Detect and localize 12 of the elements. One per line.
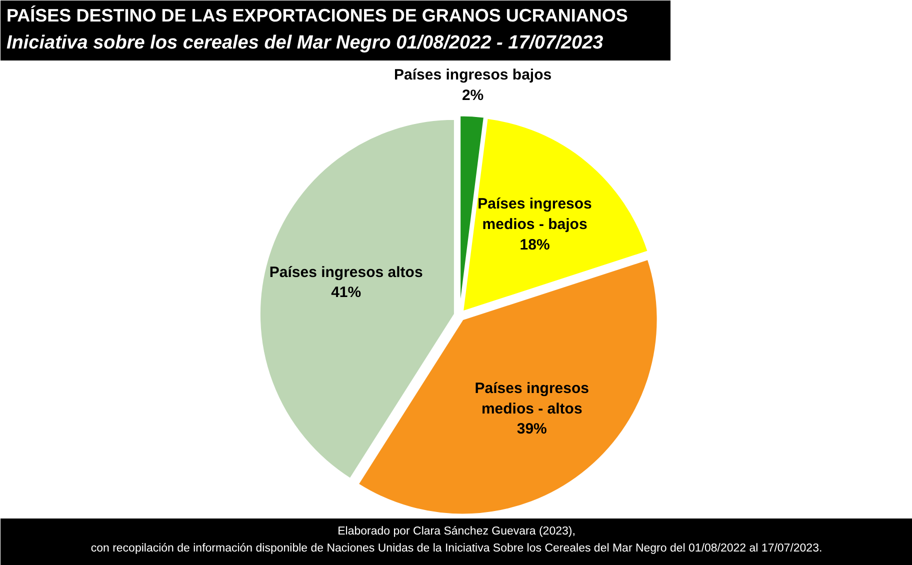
data-label: 2% [462,86,484,104]
text: con recopilación de información disponible de Naciones Unidas de la Iniciativa Sobre los Cereales del Mar Negro del 01/08/2022 al 17/07/2023. [90,542,822,554]
data-label: 39% [516,420,547,438]
slice-label: Países ingresos medios - altos [474,380,590,418]
data-label: 41% [331,284,362,302]
slice-label: Países ingresos medios - bajos [478,196,592,233]
slice-label: Países ingresos bajos [394,66,552,84]
chart-subtitle: Iniciativa sobre los cereales del Mar Negro 01/08/2022 - 17/07/2023 [6,32,604,54]
chart-title: PAÍSES DESTINO DE LAS EXPORTACIONES DE GRANOS UCRANIANOS [6,6,628,26]
data-label: 18% [520,236,550,254]
slice-label: Países ingresos altos [269,264,423,281]
text: Elaborado por Clara Sánchez Guevara (2023), [338,526,576,538]
